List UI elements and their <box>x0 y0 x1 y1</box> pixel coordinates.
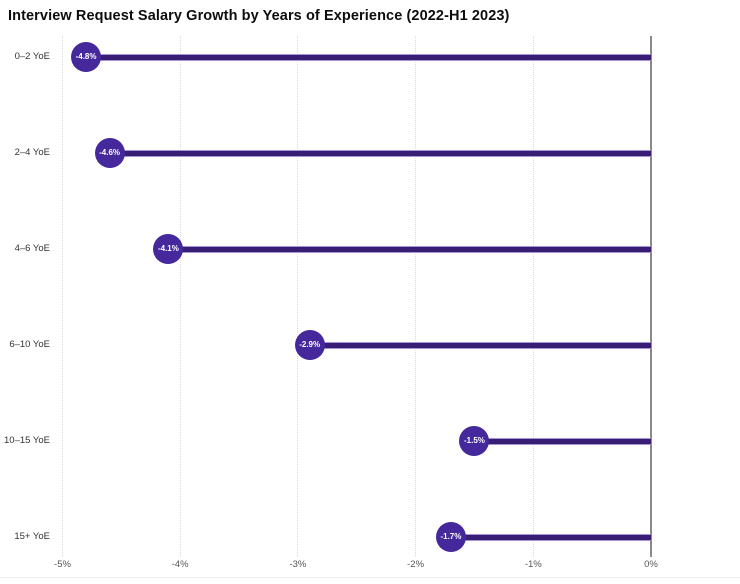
category-label: 0–2 YoE <box>14 51 50 62</box>
x-tick-label: 0% <box>644 559 658 570</box>
bar <box>474 437 651 445</box>
gridline <box>179 36 181 557</box>
category-label: 10–15 YoE <box>4 435 50 446</box>
value-marker: -1.7% <box>435 522 466 552</box>
x-tick-label: -1% <box>524 559 542 570</box>
gridline <box>62 36 63 557</box>
bar <box>450 533 651 541</box>
chart-title: Interview Request Salary Growth by Years… <box>8 8 510 24</box>
bar <box>168 245 651 253</box>
bar <box>86 53 651 61</box>
bar <box>309 341 651 349</box>
category-label: 4–6 YoE <box>14 243 50 254</box>
x-tick-label: -5% <box>54 559 71 570</box>
gridline <box>532 36 534 557</box>
category-label: 15+ YoE <box>14 531 50 542</box>
x-tick-label: -4% <box>171 559 189 570</box>
category-label: 6–10 YoE <box>9 339 50 350</box>
value-marker: -4.8% <box>71 42 102 72</box>
value-marker: -4.1% <box>153 234 184 264</box>
value-marker: -4.6% <box>94 138 125 168</box>
value-marker: -1.5% <box>459 426 490 456</box>
x-tick-label: -3% <box>289 559 307 570</box>
zero-axis-line <box>650 36 652 557</box>
x-tick-label: -2% <box>407 559 425 570</box>
gridline <box>297 36 299 557</box>
gridline <box>415 36 417 557</box>
value-marker: -2.9% <box>294 330 325 360</box>
bottom-divider <box>0 577 740 578</box>
bar <box>109 149 651 157</box>
category-label: 2–4 YoE <box>14 147 50 158</box>
